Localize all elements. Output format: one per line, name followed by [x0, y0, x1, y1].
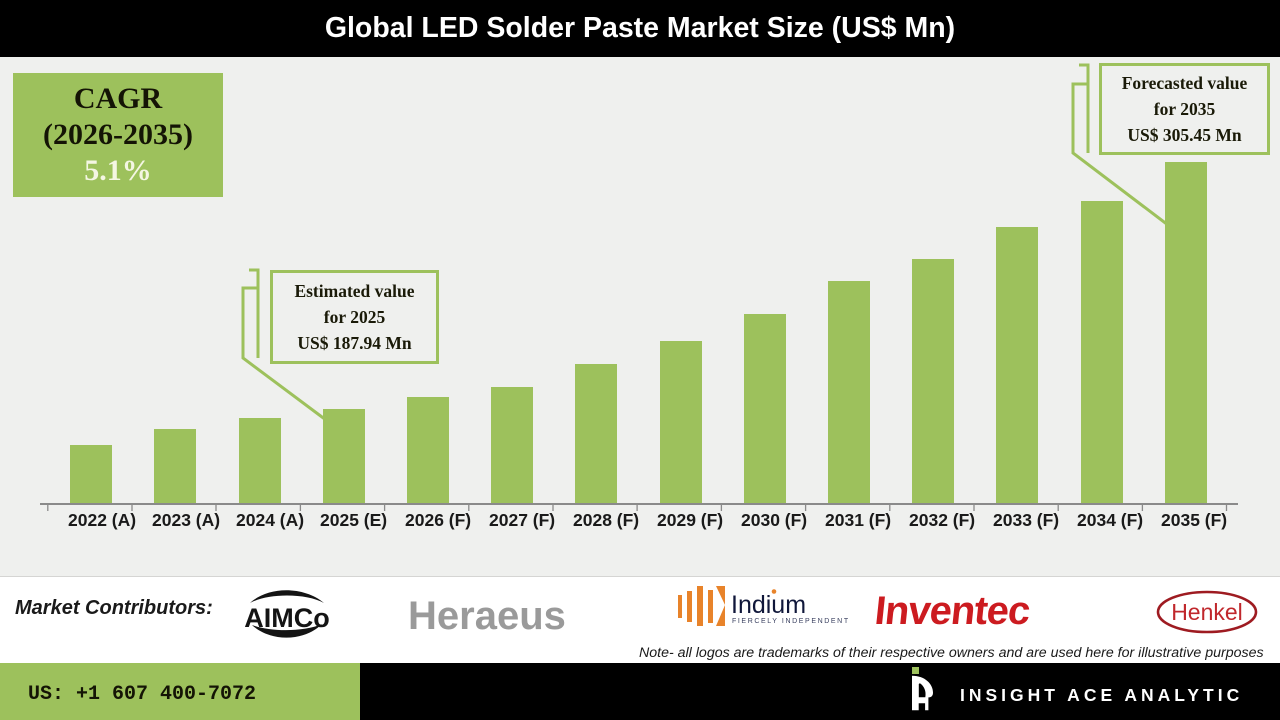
- svg-text:Henkel: Henkel: [1171, 599, 1243, 625]
- svg-text:Indium: Indium: [731, 591, 806, 619]
- svg-text:AIMCo: AIMCo: [244, 603, 329, 633]
- svg-text:FIERCELY INDEPENDENT: FIERCELY INDEPENDENT: [732, 618, 850, 625]
